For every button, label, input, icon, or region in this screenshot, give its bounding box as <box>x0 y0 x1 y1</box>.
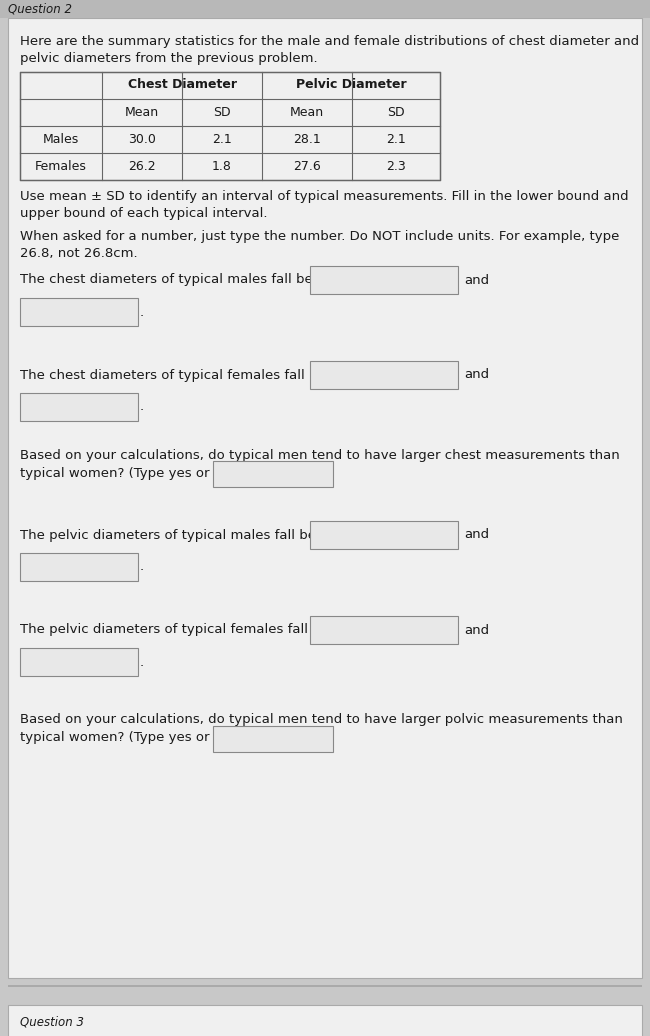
Text: Males: Males <box>43 133 79 146</box>
Text: 30.0: 30.0 <box>128 133 156 146</box>
Bar <box>8 985 642 987</box>
Bar <box>20 298 138 326</box>
Text: Question 3: Question 3 <box>20 1015 84 1029</box>
Text: The chest diameters of typical males fall between: The chest diameters of typical males fal… <box>20 274 354 287</box>
Text: The pelvic diameters of typical females fall between: The pelvic diameters of typical females … <box>20 624 370 636</box>
Bar <box>0 985 650 1036</box>
Text: 2.3: 2.3 <box>386 160 406 173</box>
Text: upper bound of each typical interval.: upper bound of each typical interval. <box>20 207 268 220</box>
Text: Mean: Mean <box>125 106 159 118</box>
Text: Based on your calculations, do typical men tend to have larger chest measurement: Based on your calculations, do typical m… <box>20 449 619 461</box>
Text: and: and <box>464 624 489 636</box>
Text: pelvic diameters from the previous problem.: pelvic diameters from the previous probl… <box>20 52 318 65</box>
Bar <box>310 616 458 644</box>
Bar <box>20 648 138 677</box>
Text: 26.8, not 26.8cm.: 26.8, not 26.8cm. <box>20 247 138 260</box>
Text: .: . <box>140 560 144 574</box>
Bar <box>310 521 458 549</box>
Text: The pelvic diameters of typical males fall between: The pelvic diameters of typical males fa… <box>20 528 357 542</box>
Text: 28.1: 28.1 <box>293 133 321 146</box>
Text: .: . <box>140 306 144 318</box>
Bar <box>20 71 440 180</box>
Bar <box>213 461 333 487</box>
Bar <box>310 266 458 294</box>
Text: 26.2: 26.2 <box>128 160 156 173</box>
Text: Question 2: Question 2 <box>8 2 72 16</box>
Text: Pelvic Diameter: Pelvic Diameter <box>296 79 406 91</box>
Text: 2.1: 2.1 <box>212 133 232 146</box>
Text: When asked for a number, just type the number. Do NOT include units. For example: When asked for a number, just type the n… <box>20 230 619 243</box>
Text: SD: SD <box>387 106 405 118</box>
Bar <box>0 0 650 18</box>
Text: 1.8: 1.8 <box>212 160 232 173</box>
Bar <box>20 553 138 581</box>
Bar <box>213 726 333 752</box>
Text: The chest diameters of typical females fall between: The chest diameters of typical females f… <box>20 369 367 381</box>
Text: Chest Diameter: Chest Diameter <box>127 79 237 91</box>
Text: Mean: Mean <box>290 106 324 118</box>
Text: Females: Females <box>35 160 87 173</box>
Bar <box>310 361 458 388</box>
Text: Here are the summary statistics for the male and female distributions of chest d: Here are the summary statistics for the … <box>20 35 639 48</box>
Text: Use mean ± SD to identify an interval of typical measurements. Fill in the lower: Use mean ± SD to identify an interval of… <box>20 190 629 203</box>
Text: typical women? (Type yes or no.): typical women? (Type yes or no.) <box>20 466 239 480</box>
Text: .: . <box>140 656 144 668</box>
Text: 27.6: 27.6 <box>293 160 321 173</box>
Text: typical women? (Type yes or no.): typical women? (Type yes or no.) <box>20 731 239 745</box>
Text: and: and <box>464 528 489 542</box>
Bar <box>20 393 138 421</box>
Text: SD: SD <box>213 106 231 118</box>
Text: 2.1: 2.1 <box>386 133 406 146</box>
Text: .: . <box>140 401 144 413</box>
Bar <box>8 1005 642 1036</box>
Text: and: and <box>464 369 489 381</box>
Text: Based on your calculations, do typical men tend to have larger polvic measuremen: Based on your calculations, do typical m… <box>20 714 623 726</box>
Text: and: and <box>464 274 489 287</box>
